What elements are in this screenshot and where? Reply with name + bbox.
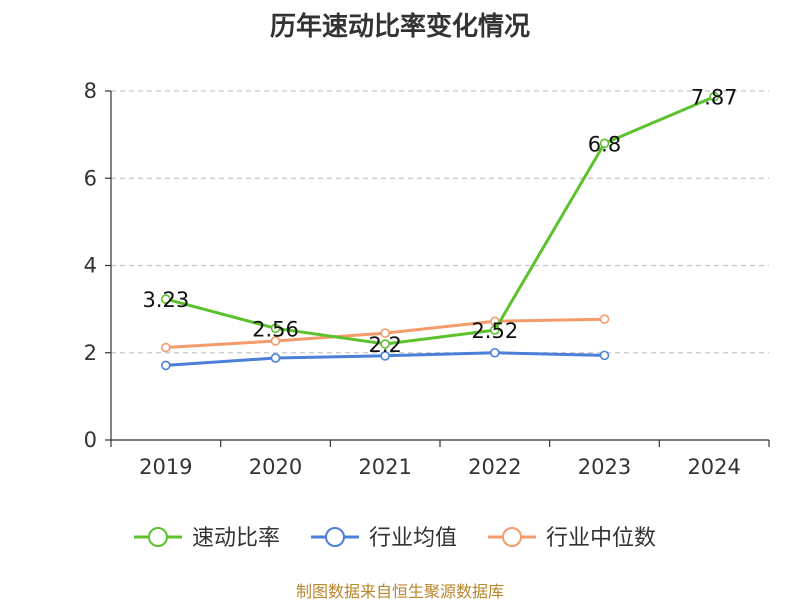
legend-item: 速动比率	[134, 526, 280, 551]
data-point	[270, 353, 281, 363]
x-tick-label: 2023	[578, 455, 631, 479]
data-label: 2.56	[252, 317, 299, 341]
data-point	[161, 342, 171, 353]
series-lines	[161, 91, 719, 371]
data-point	[599, 350, 610, 361]
legend: 速动比率 行业均值 行业中位数	[134, 526, 656, 551]
y-tick-label: 0	[84, 428, 97, 452]
legend-label: 行业中位数	[546, 526, 656, 551]
chart-title: 历年速动比率变化情况	[269, 12, 530, 42]
legend-item: 行业中位数	[488, 526, 656, 551]
legend-marker	[502, 527, 522, 547]
source-note: 制图数据来自恒生聚源数据库	[295, 582, 504, 601]
data-label: 2.52	[471, 319, 518, 343]
series-line-0	[165, 95, 715, 346]
legend-label: 行业均值	[369, 526, 457, 551]
data-label: 7.87	[691, 86, 738, 110]
x-tick-label: 2020	[249, 455, 302, 479]
data-label: 3.23	[142, 288, 189, 312]
data-point	[161, 294, 171, 304]
y-tick-label: 4	[84, 254, 97, 278]
data-point	[380, 351, 390, 361]
data-point	[599, 138, 610, 149]
legend-marker	[325, 527, 345, 547]
data-point	[490, 325, 500, 335]
x-tick-label: 2019	[139, 455, 192, 479]
x-tick-label: 2024	[687, 455, 740, 479]
data-point	[599, 314, 610, 324]
axes: 0 2 4 6 8 2019 2020 2021 2022 2023 2024	[84, 79, 770, 479]
data-label: 2.2	[368, 333, 401, 357]
grid-lines	[111, 90, 769, 354]
data-point	[161, 360, 171, 371]
data-point	[490, 347, 500, 358]
y-tick-label: 8	[84, 79, 97, 103]
data-point	[380, 328, 390, 338]
data-point	[709, 91, 719, 102]
data-labels: 3.23 2.56 2.2 2.52 6.8 7.87	[142, 86, 737, 357]
data-point	[270, 323, 281, 334]
x-tick-label: 2021	[358, 455, 411, 479]
legend-marker	[148, 527, 168, 547]
y-tick-label: 6	[84, 166, 97, 190]
y-tick-label: 2	[84, 341, 97, 365]
data-label: 6.8	[588, 132, 621, 156]
legend-label: 速动比率	[192, 526, 280, 551]
x-tick-label: 2022	[468, 455, 521, 479]
data-point	[270, 336, 281, 346]
legend-item: 行业均值	[311, 526, 457, 551]
data-point	[380, 339, 390, 349]
